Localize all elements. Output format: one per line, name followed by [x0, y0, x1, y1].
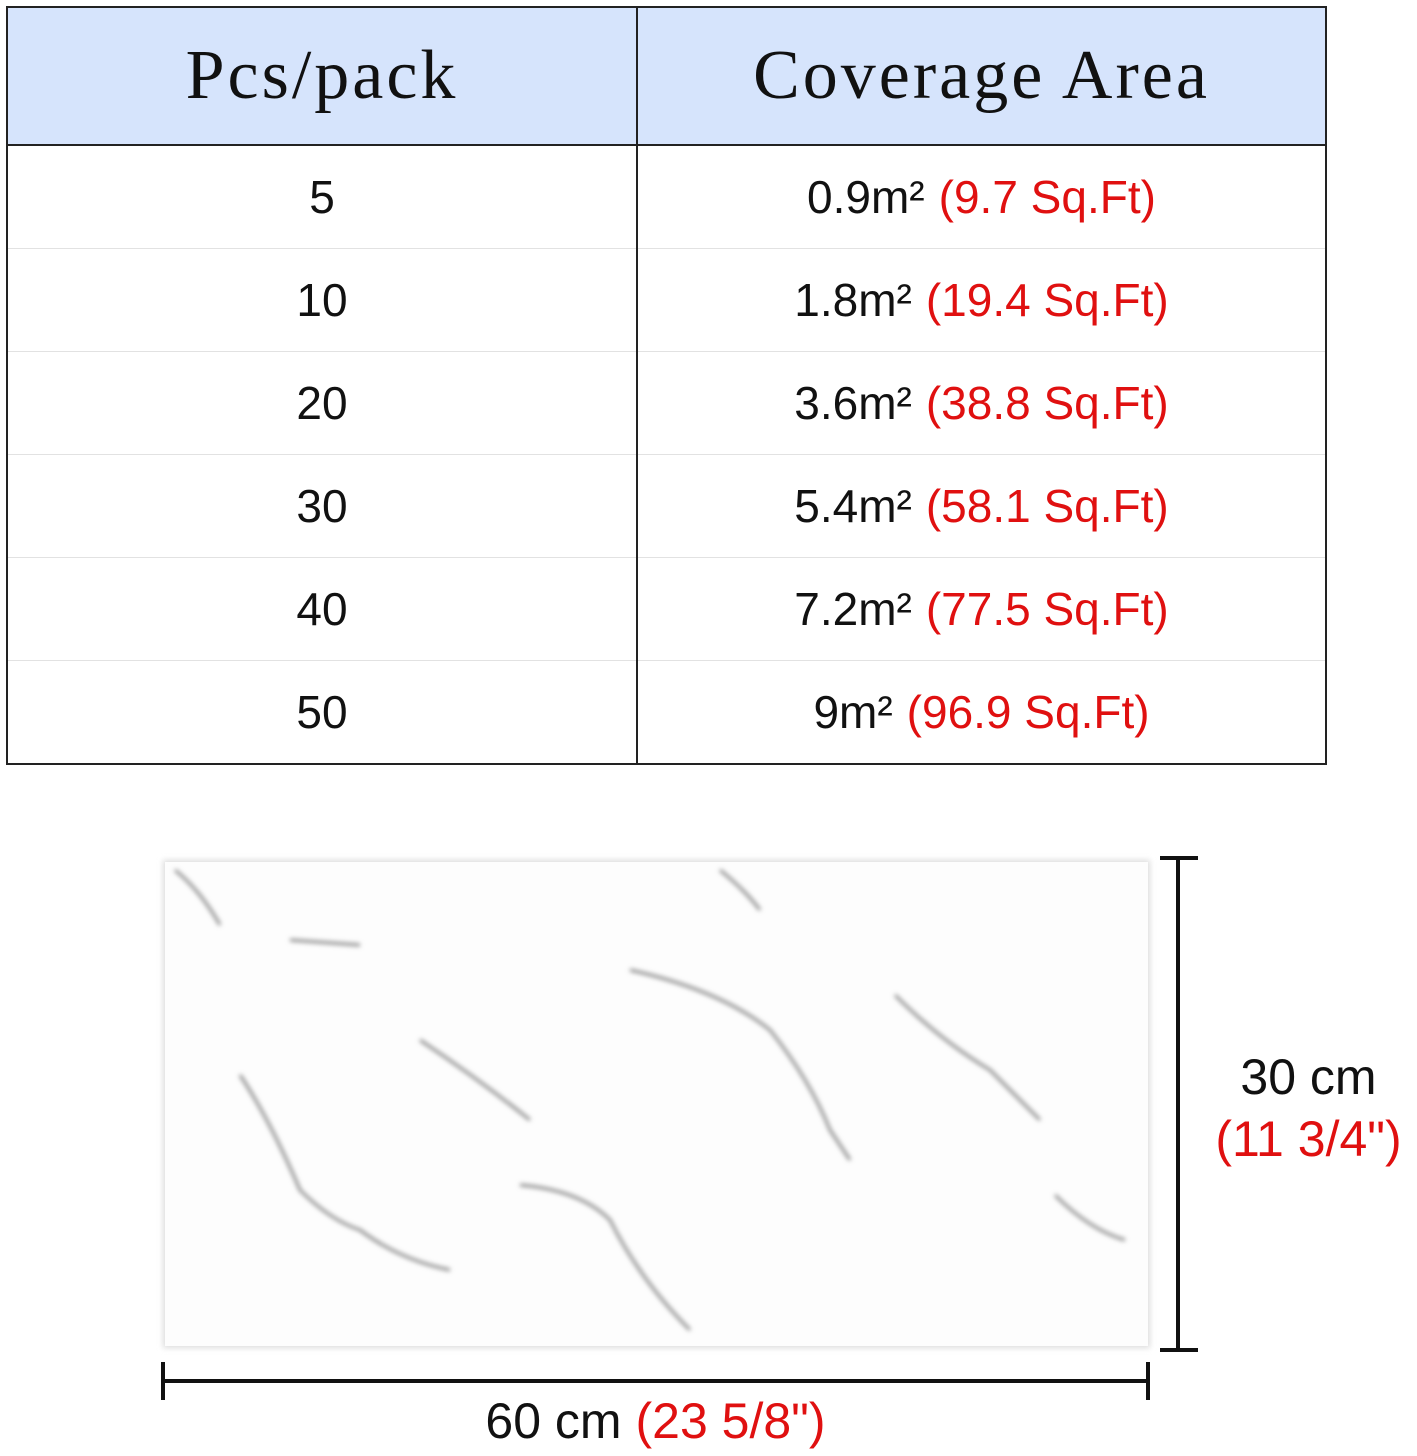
coverage-metric: 7.2m² [794, 583, 912, 635]
height-metric: 30 cm [1240, 1049, 1377, 1105]
coverage-cell: 5.4m² (58.1 Sq.Ft) [637, 454, 1326, 558]
coverage-imperial: (9.7 Sq.Ft) [938, 171, 1156, 223]
coverage-metric: 1.8m² [794, 274, 912, 326]
coverage-cell: 7.2m² (77.5 Sq.Ft) [637, 557, 1326, 661]
coverage-cell: 9m² (96.9 Sq.Ft) [637, 660, 1326, 764]
header-cell: Pcs/pack [7, 7, 638, 146]
coverage-imperial: (96.9 Sq.Ft) [906, 686, 1150, 738]
table-row: 5 0.9m² (9.7 Sq.Ft) [7, 144, 1326, 249]
table-row: 20 3.6m² (38.8 Sq.Ft) [7, 351, 1326, 455]
marble-veins [174, 868, 1126, 1332]
header-row: Pcs/pack Coverage Area [7, 7, 1326, 146]
header-cell: Coverage Area [637, 7, 1326, 146]
coverage-cell: 3.6m² (38.8 Sq.Ft) [637, 351, 1326, 455]
coverage-imperial: (77.5 Sq.Ft) [925, 583, 1169, 635]
table-row: 10 1.8m² (19.4 Sq.Ft) [7, 248, 1326, 352]
coverage-metric: 0.9m² [807, 171, 925, 223]
dimension-lines [161, 856, 1198, 1400]
width-metric: 60 cm [485, 1393, 622, 1449]
coverage-imperial: (38.8 Sq.Ft) [925, 377, 1169, 429]
coverage-cell: 1.8m² (19.4 Sq.Ft) [637, 248, 1326, 352]
table-row: 40 7.2m² (77.5 Sq.Ft) [7, 557, 1326, 661]
width-imperial: (23 5/8") [635, 1393, 826, 1449]
pcs-cell: 10 [7, 248, 638, 352]
pcs-cell: 20 [7, 351, 638, 455]
width-label: 60 cm (23 5/8") [163, 1392, 1148, 1450]
coverage-table: Pcs/pack Coverage Area 5 0.9m² (9.7 Sq.Ft)… [6, 6, 1327, 765]
pcs-cell: 30 [7, 454, 638, 558]
height-imperial: (11 3/4") [1215, 1111, 1402, 1167]
coverage-cell: 0.9m² (9.7 Sq.Ft) [637, 144, 1326, 249]
table-row: 30 5.4m² (58.1 Sq.Ft) [7, 454, 1326, 558]
coverage-imperial: (58.1 Sq.Ft) [925, 480, 1169, 532]
pcs-cell: 5 [7, 144, 638, 249]
pcs-cell: 40 [7, 557, 638, 661]
height-label: 30 cm (11 3/4") [1200, 1048, 1417, 1168]
coverage-metric: 3.6m² [794, 377, 912, 429]
coverage-metric: 5.4m² [794, 480, 912, 532]
tile [165, 862, 1148, 1346]
coverage-imperial: (19.4 Sq.Ft) [925, 274, 1169, 326]
coverage-metric: 9m² [813, 686, 893, 738]
pcs-cell: 50 [7, 660, 638, 764]
table-row: 50 9m² (96.9 Sq.Ft) [7, 660, 1326, 764]
